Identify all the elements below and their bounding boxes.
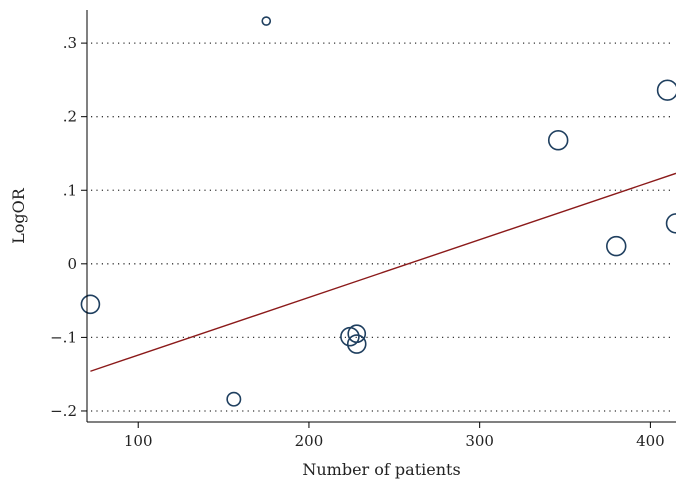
data-point-2 bbox=[261, 16, 272, 26]
x-tick-label-1: 200 bbox=[295, 432, 324, 450]
data-point-4 bbox=[347, 324, 367, 344]
y-tick-label-4: .2 bbox=[63, 108, 77, 126]
y-tick-label-5: .3 bbox=[63, 34, 77, 52]
x-tick-label-3: 400 bbox=[636, 432, 665, 450]
y-axis-ticks: −.2 −.1 0 .1 .2 .3 bbox=[50, 34, 87, 420]
regression-line-group bbox=[90, 172, 676, 372]
y-tick-label-0: −.2 bbox=[50, 402, 77, 420]
y-axis-label: LogOR bbox=[9, 187, 28, 244]
data-point-7 bbox=[606, 235, 627, 257]
data-point-0 bbox=[80, 294, 101, 315]
data-point-8 bbox=[656, 79, 676, 101]
regression-line bbox=[90, 172, 676, 372]
data-points bbox=[80, 16, 676, 407]
data-point-1 bbox=[226, 391, 242, 407]
x-axis-label: Number of patients bbox=[302, 460, 460, 479]
x-tick-label-2: 300 bbox=[465, 432, 494, 450]
gridlines bbox=[91, 42, 672, 412]
data-point-5 bbox=[346, 334, 367, 354]
data-point-6 bbox=[547, 129, 569, 151]
y-tick-label-2: 0 bbox=[67, 255, 77, 273]
y-tick-label-1: −.1 bbox=[50, 328, 77, 346]
x-tick-label-0: 100 bbox=[124, 432, 153, 450]
x-axis-ticks: 100 200 300 400 bbox=[124, 422, 665, 450]
data-point-9 bbox=[665, 213, 676, 234]
y-tick-label-3: .1 bbox=[63, 181, 77, 199]
